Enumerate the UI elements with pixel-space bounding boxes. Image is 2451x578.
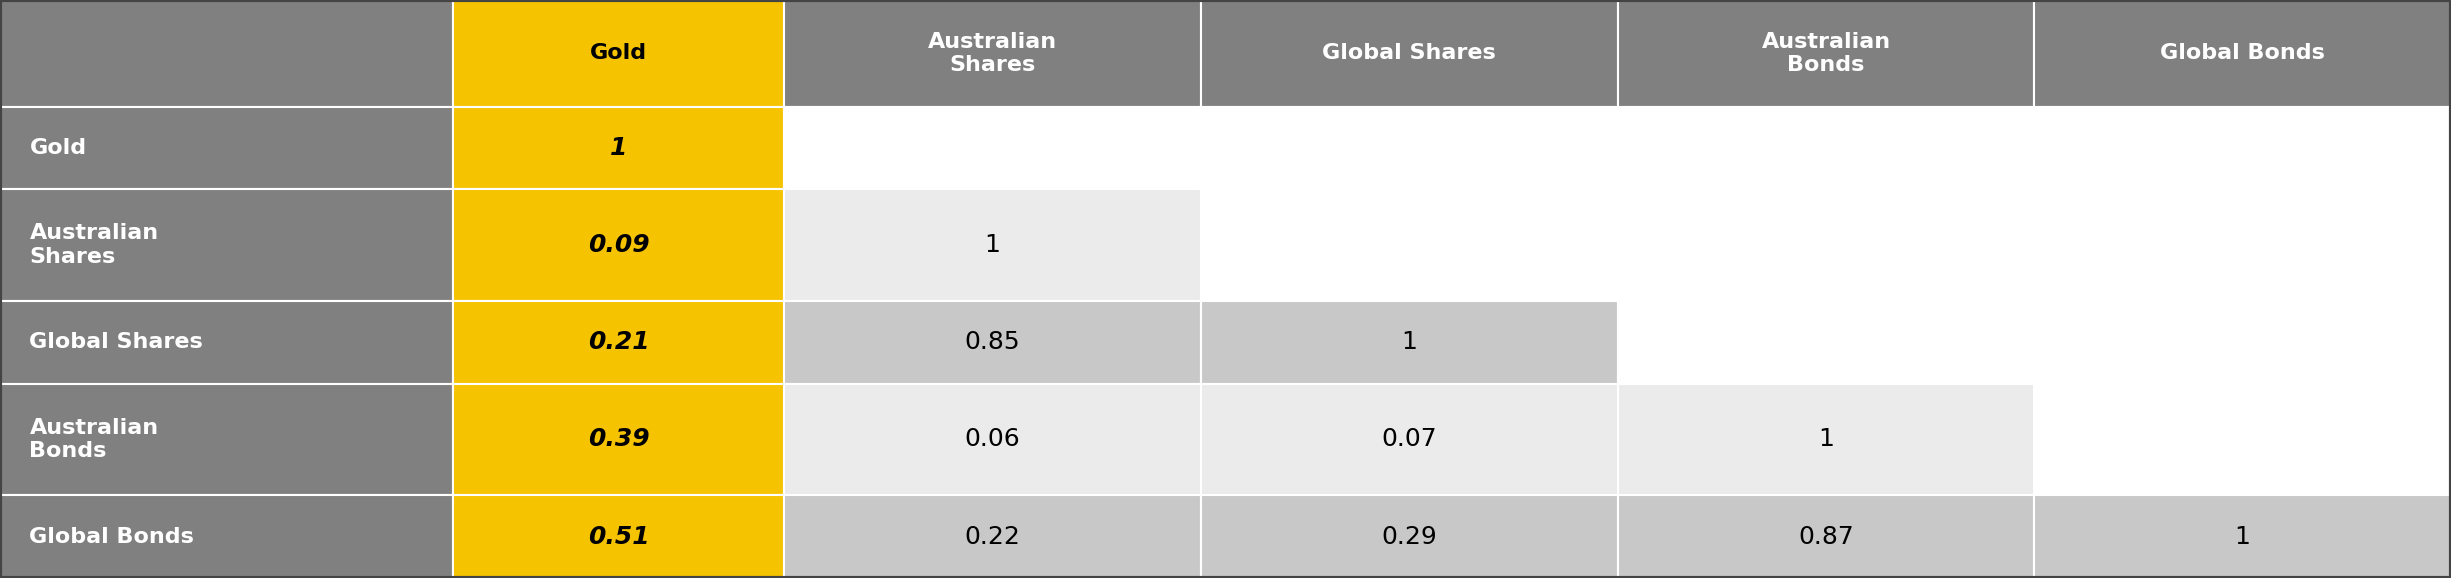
Text: Global Bonds: Global Bonds xyxy=(2159,43,2326,63)
Bar xyxy=(2034,495,2451,578)
Bar xyxy=(1201,189,1618,301)
Text: 1: 1 xyxy=(2235,525,2250,549)
Text: Global Shares: Global Shares xyxy=(1324,43,1495,63)
Bar xyxy=(0,384,453,495)
Bar xyxy=(784,301,1201,384)
Bar xyxy=(1618,106,2034,189)
Bar xyxy=(1201,384,1618,495)
Bar xyxy=(2034,189,2451,301)
Bar xyxy=(784,495,1201,578)
Bar xyxy=(784,0,1201,106)
Text: 0.06: 0.06 xyxy=(966,428,1020,451)
Bar xyxy=(2034,301,2451,384)
Text: 1: 1 xyxy=(985,233,1000,257)
Text: Australian
Bonds: Australian Bonds xyxy=(1762,32,1890,75)
Bar xyxy=(0,106,453,189)
Text: 0.51: 0.51 xyxy=(588,525,650,549)
Bar xyxy=(1618,0,2034,106)
Bar xyxy=(453,301,784,384)
Bar xyxy=(1201,106,1618,189)
Text: 0.85: 0.85 xyxy=(966,330,1020,354)
Text: 0.22: 0.22 xyxy=(966,525,1020,549)
Bar xyxy=(453,106,784,189)
Text: Australian
Shares: Australian Shares xyxy=(929,32,1056,75)
Bar xyxy=(453,495,784,578)
Text: Gold: Gold xyxy=(591,43,647,63)
Bar xyxy=(1618,301,2034,384)
Text: 0.39: 0.39 xyxy=(588,428,650,451)
Bar xyxy=(453,189,784,301)
Bar xyxy=(1618,189,2034,301)
Bar xyxy=(2034,106,2451,189)
Bar xyxy=(1201,495,1618,578)
Text: 1: 1 xyxy=(1819,428,1833,451)
Bar xyxy=(1201,301,1618,384)
Bar xyxy=(784,384,1201,495)
Text: Global Bonds: Global Bonds xyxy=(29,527,194,547)
Text: 0.21: 0.21 xyxy=(588,330,650,354)
Bar xyxy=(1618,384,2034,495)
Bar xyxy=(1618,495,2034,578)
Bar xyxy=(0,0,453,106)
Bar xyxy=(453,0,784,106)
Text: 0.09: 0.09 xyxy=(588,233,650,257)
Text: Gold: Gold xyxy=(29,138,86,158)
Bar xyxy=(784,189,1201,301)
Text: Australian
Shares: Australian Shares xyxy=(29,224,159,266)
Bar xyxy=(784,106,1201,189)
Bar xyxy=(0,189,453,301)
Bar xyxy=(2034,384,2451,495)
Text: Australian
Bonds: Australian Bonds xyxy=(29,418,159,461)
Bar xyxy=(2034,0,2451,106)
Bar xyxy=(0,301,453,384)
Text: 0.29: 0.29 xyxy=(1382,525,1436,549)
Text: 1: 1 xyxy=(1402,330,1417,354)
Text: 0.87: 0.87 xyxy=(1799,525,1853,549)
Text: 1: 1 xyxy=(610,136,627,160)
Text: 0.07: 0.07 xyxy=(1382,428,1436,451)
Bar xyxy=(453,384,784,495)
Text: Global Shares: Global Shares xyxy=(29,332,203,352)
Bar xyxy=(1201,0,1618,106)
Bar xyxy=(0,495,453,578)
